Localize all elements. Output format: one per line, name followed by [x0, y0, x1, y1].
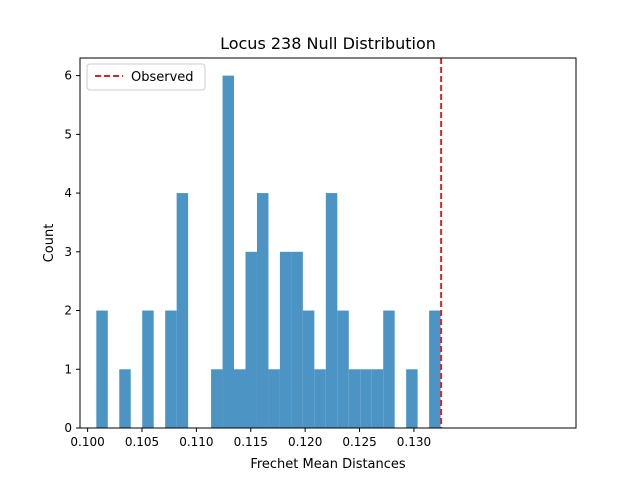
x-tick-label: 0.120 [288, 435, 322, 449]
histogram-bar [383, 310, 395, 428]
y-axis-label: Count [42, 224, 57, 263]
y-axis-ticks: 0 1 2 3 4 5 6 [64, 69, 80, 435]
y-tick-label: 1 [64, 362, 72, 376]
histogram-bar [256, 193, 269, 428]
axes-frame [79, 57, 577, 429]
x-axis-label: Frechet Mean Distances [250, 457, 406, 472]
y-tick-label: 5 [64, 127, 72, 141]
histogram-bar [234, 369, 246, 428]
histogram-bar [314, 369, 326, 428]
histogram-bar [325, 193, 338, 428]
histogram-bar [268, 369, 280, 428]
x-tick-label: 0.110 [179, 435, 213, 449]
histogram-bar [337, 310, 349, 428]
histogram-bar [348, 369, 361, 428]
x-tick-label: 0.130 [397, 435, 431, 449]
legend: Observed [86, 63, 206, 91]
histogram-bar [211, 369, 223, 428]
x-axis-ticks: 0.100 0.105 0.110 0.115 0.120 0.125 0.130 [70, 428, 431, 449]
y-tick-label: 0 [64, 421, 72, 435]
x-tick-label: 0.105 [125, 435, 159, 449]
y-tick-label: 4 [64, 186, 72, 200]
x-tick-label: 0.100 [70, 435, 104, 449]
histogram-bar [176, 193, 189, 428]
histogram-bar [222, 75, 235, 428]
histogram-bar [119, 369, 131, 428]
histogram-bar [142, 310, 154, 428]
histogram-bar [360, 369, 372, 428]
histogram-bar [96, 310, 108, 428]
histogram-bar [279, 251, 292, 428]
x-tick-label: 0.125 [342, 435, 376, 449]
histogram-bar [302, 310, 315, 428]
bars-group [96, 75, 441, 428]
histogram-bar [245, 251, 257, 428]
legend-box [86, 63, 206, 91]
histogram-bar [165, 310, 177, 428]
x-tick-label: 0.115 [234, 435, 268, 449]
histogram-bar [371, 369, 384, 428]
histogram-bar [429, 310, 441, 428]
histogram-bar [291, 251, 303, 428]
legend-observed-label: Observed [131, 70, 194, 85]
y-tick-label: 2 [64, 304, 72, 318]
y-tick-label: 6 [64, 69, 72, 83]
histogram-bar [406, 369, 418, 428]
y-tick-label: 3 [64, 245, 72, 259]
chart-title: Locus 238 Null Distribution [220, 34, 436, 53]
